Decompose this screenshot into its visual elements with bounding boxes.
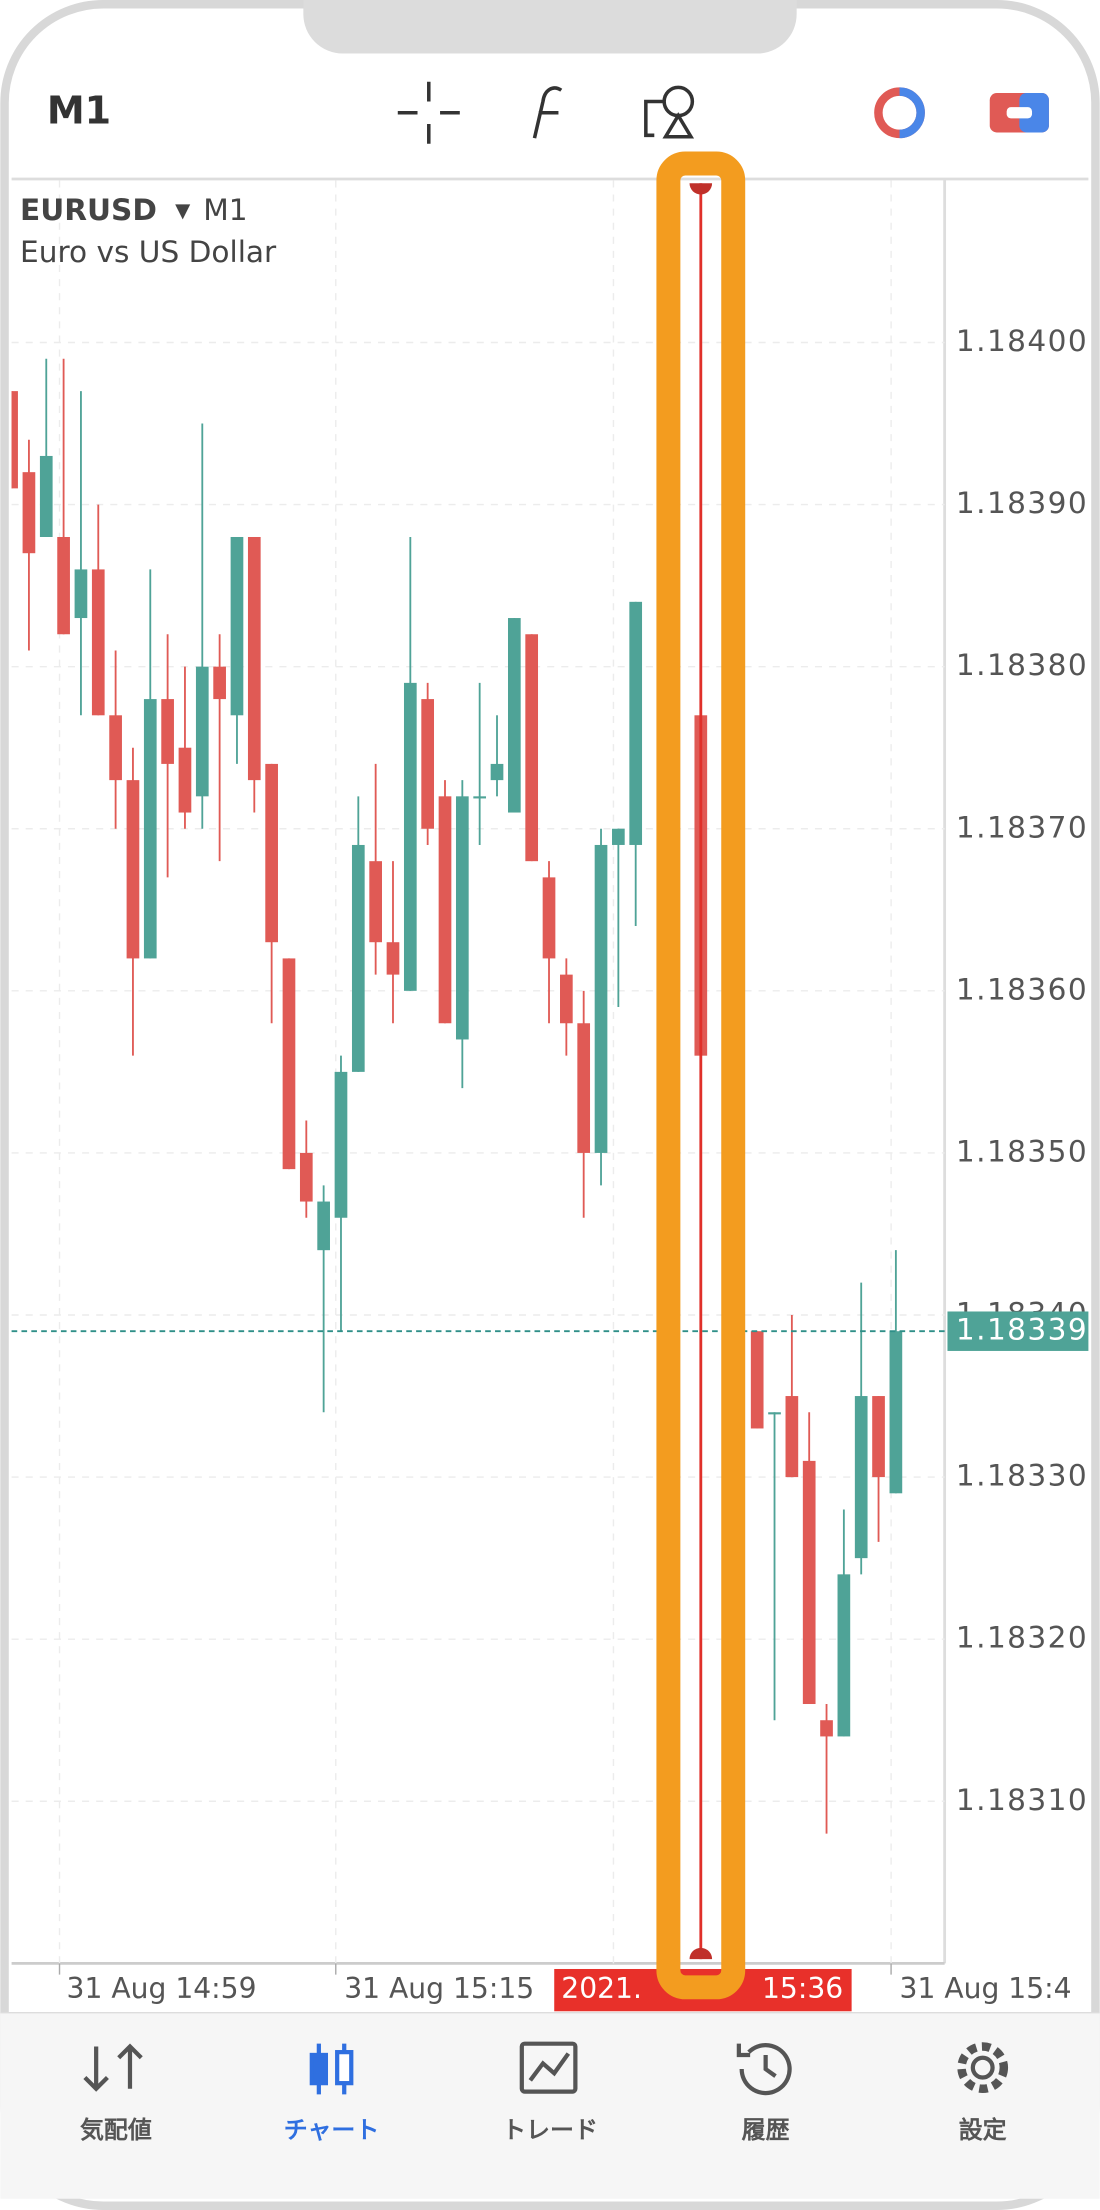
candle-body [802, 1460, 816, 1705]
candle-body [334, 1071, 348, 1218]
candle-body [889, 1331, 903, 1494]
candle-body [369, 861, 382, 943]
candle-body [282, 958, 296, 1170]
y-tick-label: 1.18310 [956, 1783, 1088, 1817]
cursor-time-label: 2021. [561, 1972, 642, 2005]
tab-label[interactable]: 設定 [959, 2116, 1007, 2144]
x-tick-label: 31 Aug 15:4 [900, 1972, 1072, 2005]
chart: 1.18400 1.18390 1.18380 1.18370 1.18360 1.183… [11, 177, 1089, 2012]
tab-icons [83, 2041, 1009, 2096]
candle-body [386, 942, 400, 975]
candle-body [577, 1023, 591, 1153]
candle-body [768, 1412, 781, 1415]
candle-body [525, 634, 539, 862]
candle-body [837, 1574, 851, 1737]
candle-body [161, 699, 174, 764]
y-tick-label: 1.18330 [956, 1459, 1088, 1493]
candle-body [854, 1396, 868, 1559]
candle-body [473, 796, 487, 799]
candle-body [317, 1201, 330, 1251]
toolbar-icons[interactable] [397, 81, 695, 144]
candle-body [455, 796, 469, 1040]
candle-body [91, 569, 105, 716]
candle-body [265, 763, 278, 943]
candle-body [612, 828, 625, 845]
tab-label[interactable]: 履歴 [742, 2116, 790, 2144]
candle-body [74, 569, 88, 619]
chart-timeframe: M1 [203, 193, 247, 227]
tab-label[interactable]: チャート [284, 2116, 380, 2144]
tab-label[interactable]: 気配値 [80, 2116, 152, 2144]
candles [11, 358, 903, 1834]
x-tick-label: 31 Aug 15:15 [344, 1972, 534, 2005]
timeframe-button[interactable]: M1 [47, 88, 111, 132]
candle-body [247, 536, 261, 781]
candle-body [542, 877, 556, 959]
candle-body [178, 747, 192, 813]
candle-body [403, 682, 417, 991]
tab-bar [0, 2012, 1100, 2199]
last-price-box [947, 1311, 1089, 1351]
candle-body [230, 536, 244, 716]
candle-body [785, 1396, 799, 1478]
candle-body [750, 1331, 764, 1429]
candle-body [560, 974, 573, 1024]
candle-body [126, 780, 140, 959]
x-tick-label: 31 Aug 14:59 [67, 1972, 257, 2005]
y-tick-label: 1.18380 [956, 648, 1088, 682]
candle-body [820, 1720, 833, 1737]
candle-body [490, 763, 504, 781]
candle-body [39, 455, 53, 537]
status-icons[interactable] [874, 87, 1049, 139]
candle-body [507, 618, 521, 813]
y-tick-label: 1.18350 [956, 1134, 1088, 1168]
candle-body [213, 666, 226, 700]
candle-body [143, 699, 157, 959]
tabs: 気配値 チャート トレード 履歴 設定 [80, 2116, 1007, 2144]
candle-body [351, 844, 365, 1072]
vertical-line-object[interactable] [689, 183, 713, 1960]
candle-body [11, 391, 18, 489]
candle-body [109, 715, 122, 781]
candle-body [421, 699, 435, 829]
candle-body [57, 536, 70, 635]
candle-body [629, 601, 643, 845]
notch [303, 0, 797, 54]
axes: 1.18400 1.18390 1.18380 1.18370 1.18360 1.183… [11, 324, 1089, 2012]
candle-body [195, 666, 209, 797]
last-price-label: 1.18339 [956, 1313, 1088, 1347]
candle-body [22, 472, 36, 554]
y-tick-label: 1.18390 [956, 486, 1088, 520]
symbol-dropdown[interactable]: ▼ [175, 199, 191, 222]
y-tick-label: 1.18400 [956, 324, 1088, 358]
candle-body [872, 1396, 885, 1478]
candle-body [299, 1152, 313, 1202]
y-tick-label: 1.18320 [956, 1621, 1088, 1655]
symbol[interactable]: EURUSD [20, 193, 157, 227]
highlight-box [656, 151, 746, 2000]
symbol-description: Euro vs US Dollar [20, 235, 277, 269]
y-tick-label: 1.18370 [956, 810, 1088, 844]
candle-body [438, 796, 452, 1024]
candle-body [594, 844, 608, 1153]
grid [11, 180, 945, 1964]
cursor-time-label: 15:36 [762, 1972, 843, 2005]
tab-label[interactable]: トレード [502, 2116, 598, 2144]
y-tick-label: 1.18360 [956, 972, 1088, 1006]
